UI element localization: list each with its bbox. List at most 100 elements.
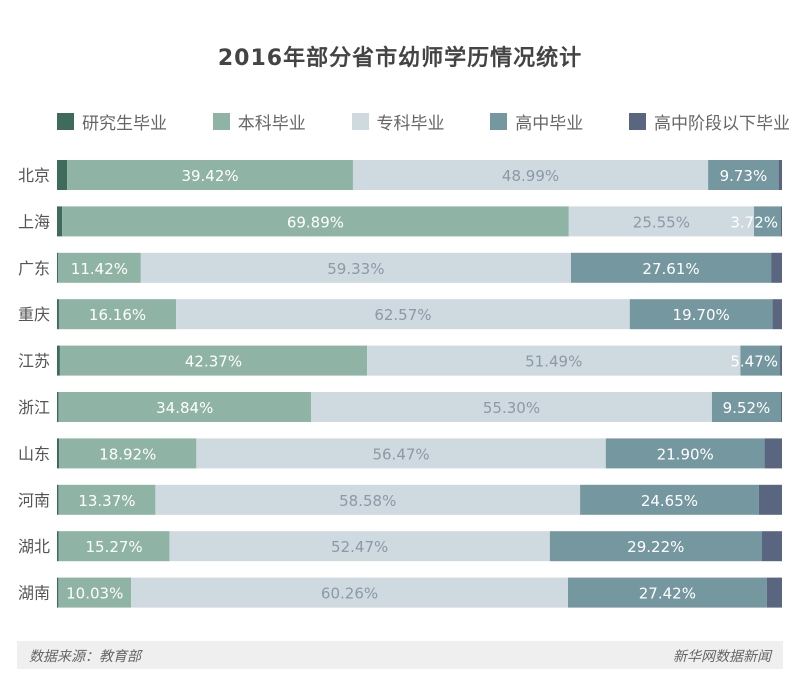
legend-label: 本科毕业 — [237, 113, 306, 134]
bar-segment — [311, 392, 712, 422]
legend-swatch — [490, 112, 508, 130]
bar-segment — [568, 206, 755, 237]
data-label: 24.65% — [641, 492, 698, 510]
data-label: 5.47% — [730, 353, 778, 371]
chart-title: 2016年部分省市幼师学历情况统计 — [217, 46, 583, 71]
bar-segment — [59, 345, 368, 376]
bar-segment — [629, 299, 773, 330]
data-label: 13.37% — [78, 492, 135, 510]
bar-segment — [549, 531, 762, 562]
category-label: 浙江 — [18, 398, 50, 417]
category-label: 广东 — [18, 259, 50, 278]
bar-segment — [59, 438, 197, 469]
legend-swatch — [351, 112, 369, 130]
bar-segment — [57, 206, 63, 237]
data-label: 42.37% — [185, 353, 242, 371]
bar-segment — [367, 345, 741, 376]
category-label: 上海 — [18, 212, 50, 231]
bar-segment — [196, 438, 606, 469]
legend-label: 高中毕业 — [515, 113, 584, 134]
credit: 新华网数据新闻 — [673, 649, 771, 665]
data-label: 27.42% — [639, 585, 696, 603]
bar-segment — [57, 484, 59, 515]
footer: 数据来源：教育部 新华网数据新闻 — [17, 641, 783, 669]
bar-segment — [57, 160, 68, 190]
bar-segment — [58, 392, 312, 422]
legend-swatch — [212, 112, 230, 130]
bar-segment — [57, 392, 59, 422]
data-label: 3.72% — [730, 213, 778, 231]
data-label: 21.90% — [657, 445, 714, 463]
bar-segment — [58, 484, 156, 515]
data-label: 25.55% — [633, 213, 690, 231]
bar-segment — [780, 392, 782, 422]
category-label: 河南 — [18, 491, 50, 510]
bar-segment — [140, 252, 571, 283]
data-label: 16.16% — [89, 306, 146, 324]
data-label: 18.92% — [99, 445, 156, 463]
source-note: 数据来源：教育部 — [29, 649, 141, 665]
data-label: 55.30% — [483, 399, 540, 417]
bar-segment — [580, 484, 759, 515]
data-label: 19.70% — [673, 306, 730, 324]
legend-swatch — [57, 112, 74, 130]
bar-segment — [711, 392, 781, 422]
data-label: 27.61% — [642, 260, 699, 278]
data-label: 56.47% — [372, 445, 429, 463]
bar-segment — [567, 577, 767, 608]
bar-segment — [780, 345, 782, 376]
bar-segment — [772, 299, 782, 330]
bar-segment — [58, 299, 177, 330]
bar-segment — [57, 577, 59, 608]
data-label: 51.49% — [525, 353, 582, 371]
bar-segment — [58, 577, 132, 608]
legend-item: 研究生毕业 — [57, 109, 167, 134]
legend-item: 本科毕业 — [212, 109, 306, 134]
legend-label: 研究生毕业 — [82, 113, 167, 134]
bar-segment — [57, 438, 60, 469]
category-label: 山东 — [18, 444, 50, 463]
bar-segment — [740, 345, 781, 376]
category-label: 重庆 — [18, 305, 50, 324]
data-label: 60.26% — [321, 585, 378, 603]
bar-segment — [131, 577, 568, 608]
bar-segment — [766, 577, 782, 608]
bar-segment — [57, 345, 60, 376]
legend: 研究生毕业 本科毕业 专科毕业 高中毕业 高中阶段以下毕业 — [57, 109, 790, 134]
bar-segment — [155, 484, 581, 515]
bar-segment — [62, 206, 569, 237]
data-label: 11.42% — [71, 260, 128, 278]
data-label: 9.52% — [723, 399, 771, 417]
data-label: 9.73% — [720, 167, 768, 185]
bar-segment — [605, 438, 765, 469]
data-label: 69.89% — [287, 213, 344, 231]
data-label: 34.84% — [156, 399, 213, 417]
bar-segment — [778, 160, 782, 190]
bar-segment — [708, 160, 779, 190]
bar-segment — [67, 160, 353, 190]
data-label: 48.99% — [502, 167, 559, 185]
data-label: 52.47% — [331, 538, 388, 556]
legend-swatch — [629, 112, 646, 130]
category-label: 江苏 — [18, 352, 50, 371]
legend-label: 高中阶段以下毕业 — [654, 113, 790, 134]
data-label: 62.57% — [374, 306, 431, 324]
bar-segment — [352, 160, 709, 190]
bar-segment — [169, 531, 550, 562]
category-label: 湖北 — [18, 537, 50, 556]
bar-segment — [754, 206, 781, 237]
plot-area: 北京 39.42% 48.99% 9.73% 上海 69.89% 25.55% 3.72% 广东… — [18, 160, 782, 608]
bar-segment — [764, 438, 782, 469]
legend-label: 专科毕业 — [376, 113, 445, 134]
data-label: 10.03% — [66, 585, 123, 603]
bar-segment — [761, 531, 782, 562]
bar-segment — [57, 531, 59, 562]
data-label: 15.27% — [85, 538, 142, 556]
bar-segment — [57, 252, 59, 283]
bar-segment — [176, 299, 630, 330]
legend-item: 高中毕业 — [490, 109, 584, 134]
bar-segment — [58, 252, 141, 283]
data-label: 59.33% — [327, 260, 384, 278]
bar-segment — [58, 531, 170, 562]
